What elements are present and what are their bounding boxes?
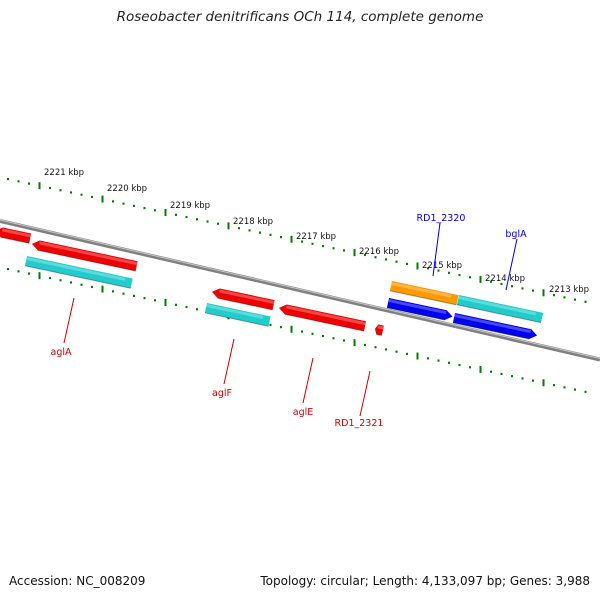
aglF-gene-arrow-body bbox=[211, 288, 275, 310]
aglA-gene-arrow-2-edge bbox=[37, 249, 136, 272]
RD1_2321-gene-arrow-shine bbox=[377, 325, 384, 330]
RD1_2320-cds-arrow-edge bbox=[386, 307, 445, 321]
aglE-gene-arrow-shine bbox=[286, 305, 366, 326]
tick-label: 2220 kbp bbox=[107, 184, 147, 194]
ruler-tick-labels: 2221 kbp 2220 kbp 2219 kbp 2218 kbp 2217 kbp… bbox=[44, 168, 589, 295]
aglF-cds-bar-shine bbox=[206, 303, 264, 319]
aglE-gene-arrow-edge bbox=[284, 313, 365, 332]
backbone-highlight bbox=[0, 219, 600, 359]
aglE-leader bbox=[302, 357, 314, 404]
bglA-gene-bar-body bbox=[456, 295, 544, 323]
tick-label: 2221 kbp bbox=[44, 168, 84, 178]
bglA-gene-bar-edge bbox=[456, 304, 542, 324]
aglA-gene-arrow-edge bbox=[0, 236, 30, 244]
aglF-cds-bar-body bbox=[204, 303, 271, 327]
bglA-gene-bar bbox=[456, 295, 544, 324]
aglF-leader bbox=[223, 338, 235, 385]
topology-text: Topology: circular; Length: 4,133,097 bp… bbox=[260, 574, 590, 588]
aglA-gene-arrow bbox=[0, 227, 32, 244]
RD1_2320-gene-bar bbox=[389, 281, 459, 306]
bglA-label: bglA bbox=[505, 229, 527, 240]
aglA-gene-arrow-2 bbox=[31, 240, 138, 272]
aglA-cds-bar bbox=[24, 256, 133, 289]
RD1_2321-gene-arrow bbox=[374, 324, 384, 336]
aglE-label: aglE bbox=[293, 407, 314, 418]
aglF-label: aglF bbox=[212, 388, 232, 399]
map-title: Roseobacter denitrificans OCh 114, compl… bbox=[116, 9, 484, 25]
bglA-cds-arrow bbox=[452, 313, 538, 340]
RD1_2321-leader bbox=[359, 370, 371, 417]
bglA-cds-arrow-edge bbox=[452, 322, 530, 340]
RD1_2320-gene-bar-edge bbox=[389, 290, 457, 306]
RD1_2321-gene-arrow-edge bbox=[376, 333, 382, 336]
aglA-gene-arrow-2-shine bbox=[39, 241, 138, 266]
aglA-gene-arrow-shine bbox=[2, 228, 32, 238]
tick-label: 2215 kbp bbox=[422, 261, 462, 271]
aglE-gene-arrow bbox=[278, 304, 367, 332]
tick-label: 2217 kbp bbox=[296, 232, 336, 242]
tick-label: 2213 kbp bbox=[549, 285, 589, 295]
accession-text: Accession: NC_008209 bbox=[9, 574, 146, 588]
aglA-gene-arrow-body bbox=[0, 227, 32, 244]
aglA-leader bbox=[63, 297, 75, 344]
tick-label: 2216 kbp bbox=[359, 247, 399, 257]
backbone-line bbox=[0, 219, 600, 362]
aglA-cds-bar-edge bbox=[24, 265, 131, 289]
aglF-gene-arrow-edge bbox=[217, 297, 273, 311]
RD1_2320-cds-arrow-body bbox=[386, 298, 453, 321]
bglA-cds-arrow-body bbox=[452, 313, 538, 339]
aglF-gene-arrow-shine bbox=[219, 289, 275, 305]
aglE-gene-arrow-body bbox=[278, 304, 367, 332]
aglF-cds-bar bbox=[204, 303, 271, 327]
tick-label: 2214 kbp bbox=[485, 274, 525, 284]
gene-features bbox=[0, 227, 544, 340]
bglA-gene-bar-shine bbox=[458, 295, 537, 316]
RD1_2321-label: RD1_2321 bbox=[335, 418, 384, 429]
aglF-cds-bar-edge bbox=[204, 312, 269, 327]
RD1_2320-cds-arrow bbox=[386, 298, 453, 321]
gene-callouts: aglA aglF aglE RD1_2321 RD1_2320 bglA bbox=[51, 213, 528, 429]
RD1_2320-label: RD1_2320 bbox=[417, 213, 466, 224]
upper-ruler-ticks bbox=[7, 178, 587, 303]
tick-label: 2219 kbp bbox=[170, 201, 210, 211]
aglA-gene-arrow-2-body bbox=[31, 240, 138, 272]
lower-ruler-ticks bbox=[7, 268, 587, 393]
genome-backbone bbox=[0, 219, 600, 362]
RD1_2320-leader bbox=[432, 222, 441, 277]
RD1_2321-gene-arrow-body bbox=[374, 324, 384, 336]
RD1_2320-gene-bar-shine bbox=[391, 281, 452, 298]
RD1_2320-cds-arrow-shine bbox=[388, 298, 447, 315]
bglA-leader bbox=[505, 238, 518, 291]
RD1_2320-gene-bar-body bbox=[389, 281, 459, 305]
aglF-gene-arrow bbox=[211, 288, 275, 311]
aglA-cds-bar-shine bbox=[26, 256, 126, 281]
aglA-cds-bar-body bbox=[24, 256, 133, 289]
aglA-label: aglA bbox=[51, 347, 72, 358]
tick-label: 2218 kbp bbox=[233, 217, 273, 227]
bglA-cds-arrow-shine bbox=[454, 313, 532, 334]
